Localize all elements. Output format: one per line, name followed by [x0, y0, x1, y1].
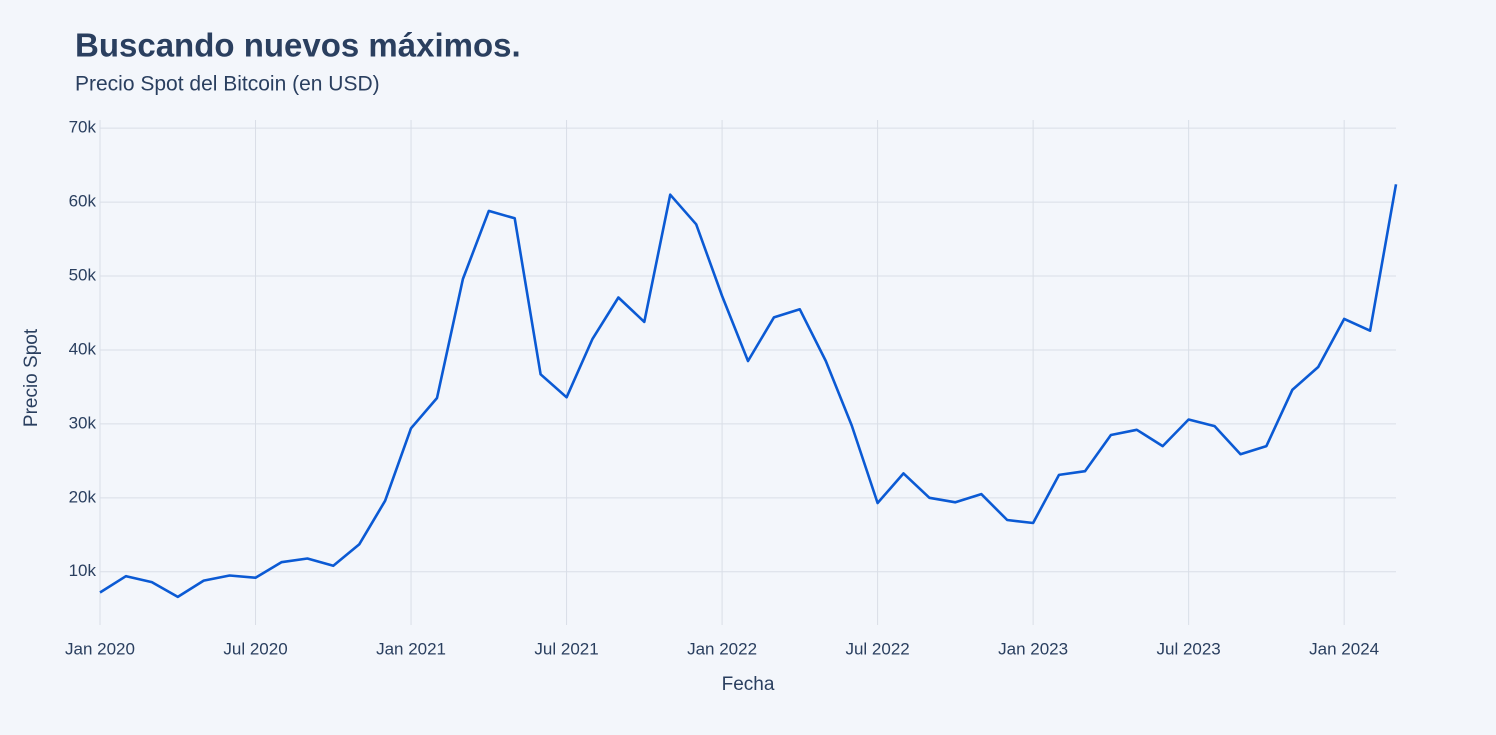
x-tick-label: Jul 2023 — [1156, 639, 1220, 658]
chart-subtitle: Precio Spot del Bitcoin (en USD) — [75, 73, 380, 96]
x-axis-title: Fecha — [722, 674, 775, 695]
y-tick-label: 10k — [69, 561, 97, 580]
x-tick-label: Jan 2024 — [1309, 639, 1379, 658]
x-tick-label: Jan 2022 — [687, 639, 757, 658]
y-axis-title: Precio Spot — [21, 328, 42, 427]
y-tick-label: 50k — [69, 265, 97, 284]
y-tick-label: 40k — [69, 339, 97, 358]
x-tick-label: Jul 2020 — [223, 639, 287, 658]
y-tick-label: 60k — [69, 192, 97, 211]
y-tick-label: 70k — [69, 118, 97, 137]
y-tick-label: 30k — [69, 413, 97, 432]
x-tick-label: Jul 2021 — [534, 639, 598, 658]
x-tick-label: Jan 2021 — [376, 639, 446, 658]
chart-title: Buscando nuevos máximos. — [75, 27, 521, 64]
x-tick-label: Jan 2020 — [65, 639, 135, 658]
y-tick-label: 20k — [69, 487, 97, 506]
x-tick-label: Jul 2022 — [845, 639, 909, 658]
price-line — [99, 184, 1398, 599]
x-tick-label: Jan 2023 — [998, 639, 1068, 658]
